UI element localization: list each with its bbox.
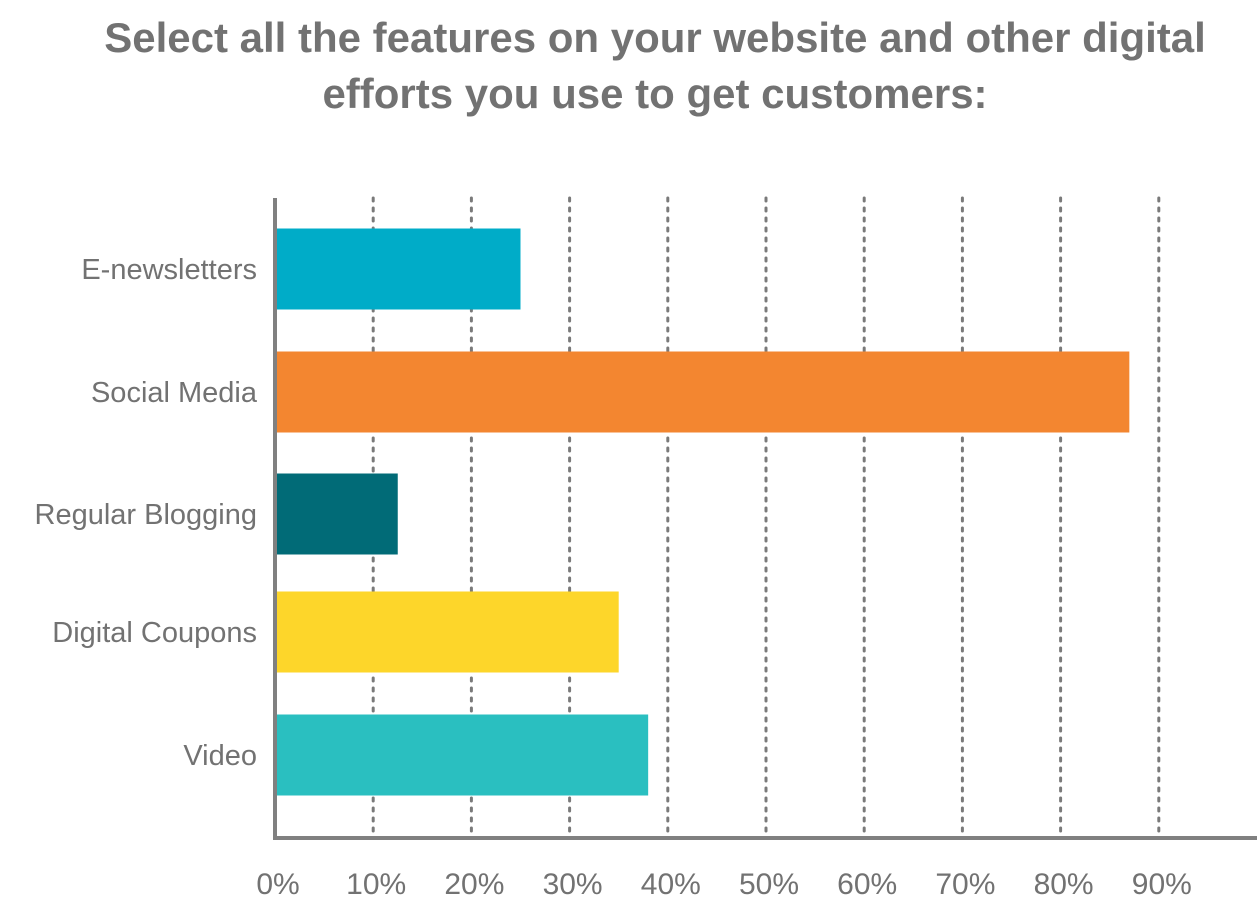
x-tick-labels: 0% 10% 20% 30% 40% 50% 60% 70% 80% 90%	[256, 868, 1192, 901]
category-labels: E-newsletters Social Media Regular Bloggin…	[35, 254, 258, 772]
x-tick-label-40: 40%	[641, 868, 701, 901]
x-tick-label-20: 20%	[444, 868, 504, 901]
x-tick-label-30: 30%	[543, 868, 603, 901]
x-tick-label-80: 80%	[1034, 868, 1094, 901]
x-tick-label-60: 60%	[837, 868, 897, 901]
chart-title-line-2: efforts you use to get customers:	[322, 70, 988, 117]
category-label-digital-coupons: Digital Coupons	[52, 617, 257, 649]
x-tick-label-10: 10%	[346, 868, 406, 901]
x-tick-label-90: 90%	[1132, 868, 1192, 901]
category-label-social-media: Social Media	[91, 377, 258, 409]
bar-e-newsletters	[275, 228, 521, 310]
bar-regular-blogging	[275, 473, 398, 555]
x-tick-label-70: 70%	[935, 868, 995, 901]
category-label-e-newsletters: E-newsletters	[81, 254, 257, 286]
chart-title: Select all the features on your website …	[60, 10, 1250, 122]
chart-title-line-1: Select all the features on your website …	[104, 14, 1206, 61]
bar-digital-coupons	[275, 591, 619, 673]
x-tick-label-50: 50%	[739, 868, 799, 901]
bars	[275, 228, 1130, 796]
category-label-video: Video	[183, 740, 257, 772]
bar-social-media	[275, 351, 1130, 433]
category-label-regular-blogging: Regular Blogging	[35, 499, 257, 531]
bar-video	[275, 714, 649, 796]
axes	[273, 198, 1257, 840]
x-tick-label-0: 0%	[256, 868, 299, 901]
